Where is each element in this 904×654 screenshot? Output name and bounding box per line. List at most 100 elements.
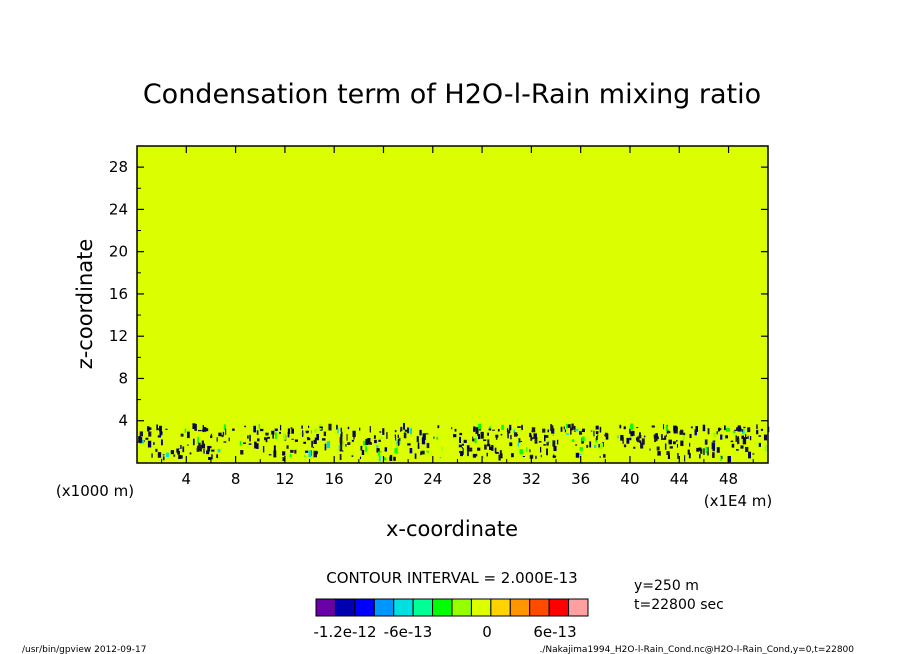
rain-condensation-patches bbox=[138, 423, 770, 463]
condensation-patch bbox=[398, 440, 402, 445]
condensation-patch bbox=[377, 451, 380, 456]
condensation-patch bbox=[595, 436, 598, 441]
condensation-patch bbox=[337, 428, 339, 434]
condensation-patch bbox=[494, 447, 497, 454]
condensation-patch bbox=[273, 450, 277, 458]
condensation-patch bbox=[508, 429, 511, 434]
condensation-patch bbox=[677, 452, 679, 459]
condensation-patch bbox=[495, 434, 499, 438]
condensation-patch bbox=[626, 437, 630, 444]
condensation-patch bbox=[351, 455, 354, 457]
condensation-patch bbox=[638, 434, 642, 439]
condensation-patch bbox=[488, 428, 492, 431]
condensation-patch bbox=[547, 440, 550, 443]
colorbar-cell bbox=[529, 598, 550, 617]
condensation-patch bbox=[313, 439, 317, 444]
condensation-patch bbox=[359, 456, 362, 460]
condensation-patch bbox=[745, 434, 747, 439]
condensation-patch bbox=[294, 449, 297, 454]
condensation-patch bbox=[673, 426, 676, 434]
condensation-patch bbox=[489, 446, 493, 451]
colorbar-cell bbox=[451, 598, 472, 617]
condensation-patch bbox=[474, 438, 477, 444]
condensation-patch bbox=[303, 455, 306, 457]
condensation-patch bbox=[322, 438, 326, 441]
condensation-patch bbox=[655, 433, 658, 438]
condensation-patch bbox=[340, 427, 342, 432]
condensation-patch bbox=[662, 438, 667, 440]
condensation-patch bbox=[570, 428, 572, 435]
condensation-patch bbox=[667, 453, 670, 460]
condensation-patch bbox=[338, 444, 341, 450]
colorbar-cell bbox=[412, 598, 434, 617]
condensation-patch bbox=[665, 434, 667, 437]
condensation-patch bbox=[462, 448, 464, 455]
x-tick-label: 44 bbox=[670, 470, 689, 488]
condensation-patch bbox=[543, 444, 546, 446]
condensation-patch bbox=[700, 448, 703, 454]
condensation-patch bbox=[158, 425, 162, 432]
condensation-patch bbox=[575, 452, 580, 458]
condensation-patch bbox=[178, 454, 182, 460]
condensation-patch bbox=[676, 443, 679, 448]
condensation-patch bbox=[208, 446, 212, 449]
condensation-patch bbox=[473, 427, 475, 432]
condensation-patch bbox=[727, 455, 732, 463]
condensation-patch bbox=[422, 433, 426, 441]
condensation-patch bbox=[573, 425, 576, 430]
y-tick-label: 12 bbox=[109, 327, 128, 345]
condensation-patch bbox=[310, 429, 313, 434]
condensation-patch bbox=[484, 444, 487, 450]
condensation-patch bbox=[162, 454, 165, 456]
condensation-patch bbox=[499, 450, 502, 455]
colorbar-label: 0 bbox=[482, 623, 492, 641]
condensation-patch bbox=[507, 432, 509, 439]
condensation-patch bbox=[635, 437, 638, 441]
condensation-patch bbox=[500, 457, 503, 459]
plot-frame bbox=[136, 145, 769, 464]
condensation-patch bbox=[426, 450, 430, 453]
condensation-patch bbox=[282, 451, 286, 456]
condensation-patch bbox=[573, 430, 576, 432]
condensation-patch bbox=[459, 436, 462, 444]
x-axis: 4 8 12 16 20 24 28 32 36 40 44 48 bbox=[161, 146, 754, 488]
condensation-patch bbox=[196, 447, 199, 452]
condensation-patch bbox=[540, 454, 542, 458]
condensation-patch bbox=[756, 429, 759, 435]
condensation-patch bbox=[550, 425, 554, 431]
condensation-patch bbox=[203, 449, 205, 454]
condensation-patch bbox=[184, 428, 187, 433]
condensation-patch bbox=[393, 456, 396, 461]
condensation-patch bbox=[350, 439, 352, 443]
condensation-patch bbox=[741, 429, 743, 432]
condensation-patch bbox=[373, 435, 376, 439]
colorbar-cell bbox=[509, 598, 531, 617]
condensation-patch bbox=[640, 442, 644, 449]
condensation-patch bbox=[326, 441, 331, 449]
x-tick-label: 40 bbox=[620, 470, 639, 488]
condensation-patch bbox=[542, 428, 546, 433]
condensation-patch bbox=[421, 437, 426, 445]
condensation-patch bbox=[162, 456, 165, 461]
condensation-patch bbox=[148, 431, 152, 437]
condensation-patch bbox=[291, 438, 294, 440]
colorbar-cell bbox=[432, 598, 453, 617]
condensation-patch bbox=[203, 427, 207, 432]
condensation-patch bbox=[716, 447, 720, 453]
condensation-patch bbox=[308, 425, 310, 428]
condensation-patch bbox=[758, 435, 761, 437]
condensation-patch bbox=[498, 454, 501, 461]
condensation-patch bbox=[365, 438, 369, 446]
condensation-patch bbox=[623, 444, 627, 448]
condensation-patch bbox=[197, 436, 199, 444]
condensation-patch bbox=[433, 436, 435, 439]
condensation-patch bbox=[353, 436, 355, 440]
condensation-patch bbox=[165, 452, 169, 458]
condensation-patch bbox=[339, 444, 343, 452]
condensation-patch bbox=[454, 428, 457, 432]
condensation-patch bbox=[205, 428, 209, 432]
condensation-patch bbox=[529, 449, 531, 453]
condensation-patch bbox=[661, 434, 663, 440]
condensation-patch bbox=[274, 428, 278, 432]
condensation-patch bbox=[379, 431, 382, 433]
